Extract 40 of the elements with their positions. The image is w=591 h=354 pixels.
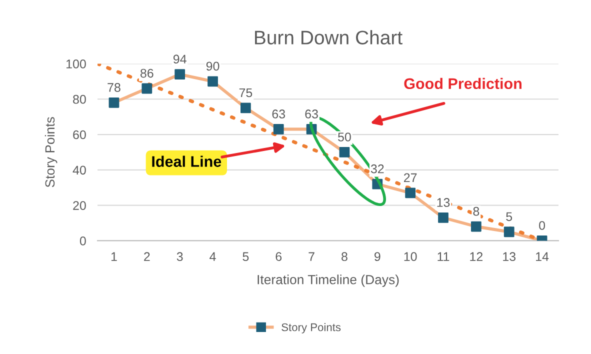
- data-label: 5: [506, 212, 512, 222]
- x-tick-label: 11: [438, 252, 450, 261]
- chart-title: Burn Down Chart: [255, 30, 402, 44]
- x-tick-label: 14: [536, 252, 549, 261]
- annotation: Ideal Line: [152, 156, 222, 167]
- data-label: 63: [272, 110, 286, 118]
- data-label: 63: [305, 110, 318, 118]
- data-label: 94: [173, 54, 186, 64]
- x-tick-label: 12: [470, 252, 482, 261]
- data-label: 75: [239, 88, 252, 98]
- y-tick-label: 100: [66, 60, 86, 68]
- data-label: 86: [140, 68, 154, 78]
- data-label: 13: [437, 198, 450, 207]
- data-label: 50: [338, 132, 351, 142]
- annotation: Good Prediction: [404, 78, 522, 90]
- x-tick-label: 2: [144, 252, 150, 261]
- x-tick-label: 7: [308, 252, 314, 261]
- x-tick-label: 4: [210, 252, 216, 261]
- data-label: 0: [539, 221, 546, 230]
- y-tick-label: 0: [80, 236, 86, 246]
- y-tick-label: 40: [72, 166, 86, 175]
- y-tick-label: 60: [73, 130, 86, 140]
- x-tick-label: 8: [342, 252, 348, 262]
- y-axis-title: Story Points: [44, 117, 58, 188]
- x-tick-label: 1: [111, 252, 117, 261]
- legend-label: Story Points: [282, 323, 341, 334]
- x-tick-label: 13: [503, 252, 516, 262]
- data-label: 78: [108, 83, 120, 92]
- x-tick-label: 3: [176, 252, 183, 262]
- x-tick-label: 10: [404, 252, 417, 262]
- x-axis-title: Iteration Timeline (Days): [258, 274, 399, 287]
- x-tick-label: 9: [374, 252, 380, 262]
- data-label: 27: [404, 173, 417, 182]
- x-tick-label: 6: [276, 252, 282, 262]
- data-label: 32: [370, 164, 384, 174]
- y-tick-label: 80: [73, 94, 86, 104]
- y-tick-label: 20: [73, 201, 86, 210]
- x-tick-label: 5: [242, 252, 249, 262]
- data-label: 90: [206, 62, 220, 71]
- data-label: 8: [473, 206, 480, 216]
